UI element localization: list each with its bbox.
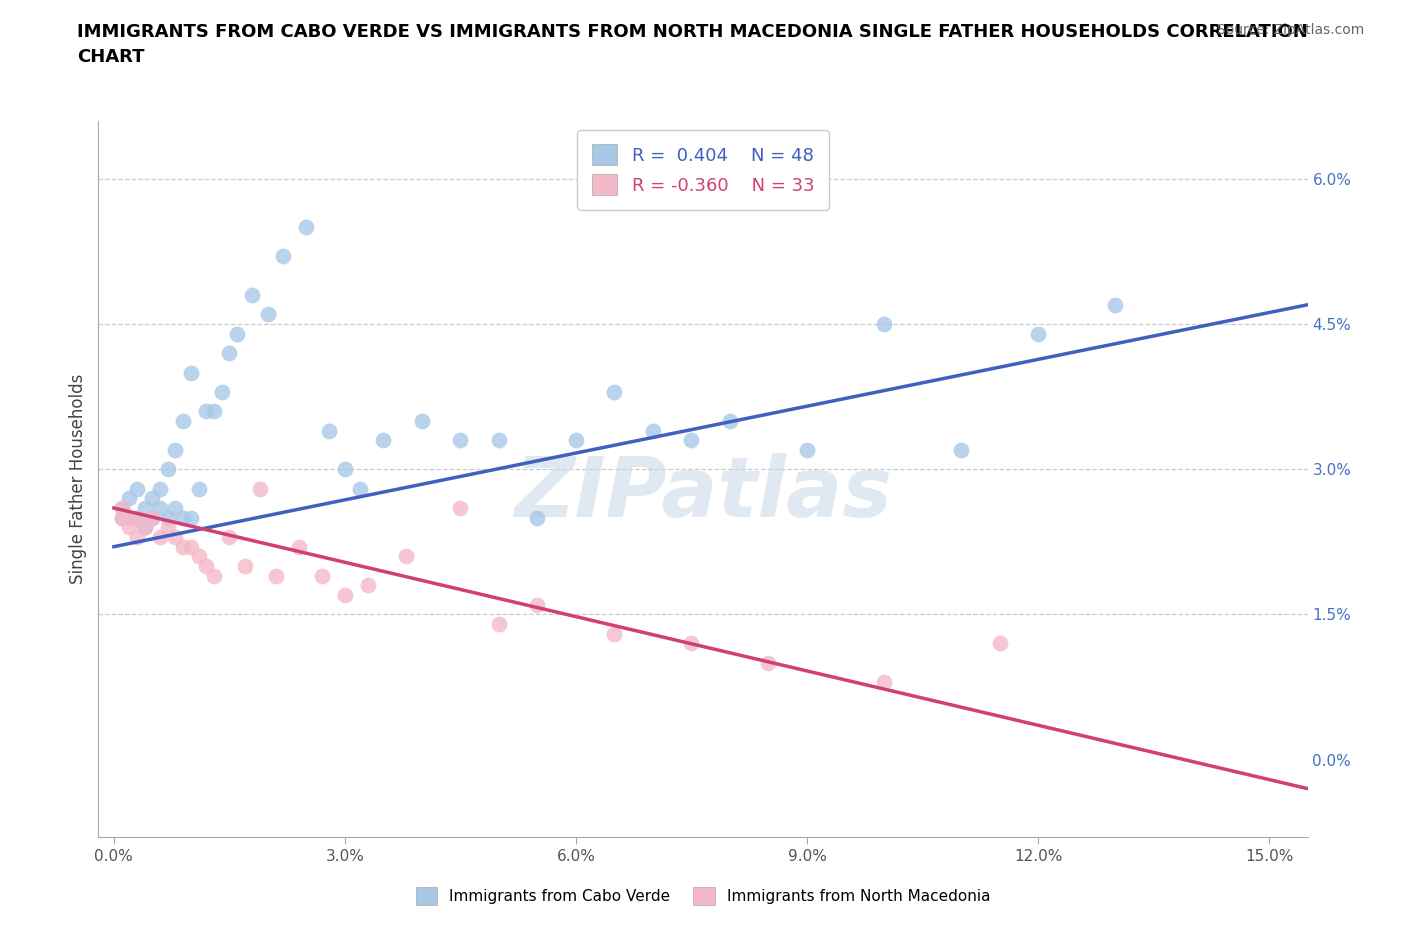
Point xyxy=(149,481,172,496)
Point xyxy=(526,597,548,612)
Point xyxy=(141,491,163,506)
Point xyxy=(118,520,141,535)
Point xyxy=(226,326,249,341)
Point xyxy=(318,423,340,438)
Point xyxy=(149,500,172,515)
Point xyxy=(333,588,356,603)
Point xyxy=(110,500,132,515)
Point xyxy=(950,443,973,458)
Point xyxy=(202,404,225,418)
Point xyxy=(125,511,148,525)
Point xyxy=(411,414,433,429)
Text: Source: ZipAtlas.com: Source: ZipAtlas.com xyxy=(1216,23,1364,37)
Point xyxy=(233,559,256,574)
Point xyxy=(149,529,172,544)
Point xyxy=(156,520,179,535)
Point xyxy=(165,529,187,544)
Point xyxy=(1104,298,1126,312)
Point xyxy=(110,511,132,525)
Point xyxy=(603,626,626,641)
Point xyxy=(242,287,264,302)
Point xyxy=(873,675,896,690)
Point xyxy=(873,317,896,332)
Point xyxy=(449,432,471,447)
Point xyxy=(180,511,202,525)
Y-axis label: Single Father Households: Single Father Households xyxy=(69,374,87,584)
Point xyxy=(257,307,280,322)
Point xyxy=(488,432,510,447)
Point xyxy=(349,481,371,496)
Text: ZIPatlas: ZIPatlas xyxy=(515,453,891,534)
Point xyxy=(488,617,510,631)
Point xyxy=(165,500,187,515)
Point xyxy=(180,539,202,554)
Point xyxy=(172,539,194,554)
Point xyxy=(1026,326,1049,341)
Point xyxy=(758,656,780,671)
Point xyxy=(287,539,309,554)
Point xyxy=(373,432,395,447)
Point xyxy=(118,511,141,525)
Point xyxy=(172,414,194,429)
Point xyxy=(134,500,156,515)
Point xyxy=(202,568,225,583)
Point xyxy=(195,559,218,574)
Point xyxy=(118,511,141,525)
Point xyxy=(718,414,741,429)
Point xyxy=(395,549,418,564)
Point xyxy=(681,432,703,447)
Point xyxy=(526,511,548,525)
Point xyxy=(681,636,703,651)
Point xyxy=(249,481,271,496)
Point xyxy=(156,462,179,477)
Point xyxy=(565,432,588,447)
Point xyxy=(187,481,209,496)
Point xyxy=(311,568,333,583)
Point xyxy=(449,500,471,515)
Point xyxy=(187,549,209,564)
Point xyxy=(165,443,187,458)
Point xyxy=(110,500,132,515)
Point xyxy=(125,511,148,525)
Point xyxy=(156,511,179,525)
Point xyxy=(118,491,141,506)
Point xyxy=(988,636,1011,651)
Point xyxy=(134,520,156,535)
Point xyxy=(641,423,664,438)
Point xyxy=(134,520,156,535)
Point xyxy=(218,529,240,544)
Point xyxy=(295,219,318,234)
Point xyxy=(195,404,218,418)
Point xyxy=(141,511,163,525)
Point xyxy=(172,511,194,525)
Point xyxy=(110,511,132,525)
Point xyxy=(603,384,626,399)
Legend: R =  0.404    N = 48, R = -0.360    N = 33: R = 0.404 N = 48, R = -0.360 N = 33 xyxy=(578,130,828,209)
Point xyxy=(264,568,287,583)
Point xyxy=(271,249,294,264)
Point xyxy=(125,529,148,544)
Point xyxy=(218,346,240,361)
Point xyxy=(180,365,202,380)
Point xyxy=(357,578,380,592)
Point xyxy=(211,384,233,399)
Point xyxy=(141,511,163,525)
Legend: Immigrants from Cabo Verde, Immigrants from North Macedonia: Immigrants from Cabo Verde, Immigrants f… xyxy=(409,882,997,911)
Point xyxy=(125,481,148,496)
Text: IMMIGRANTS FROM CABO VERDE VS IMMIGRANTS FROM NORTH MACEDONIA SINGLE FATHER HOUS: IMMIGRANTS FROM CABO VERDE VS IMMIGRANTS… xyxy=(77,23,1308,66)
Point xyxy=(796,443,818,458)
Point xyxy=(333,462,356,477)
